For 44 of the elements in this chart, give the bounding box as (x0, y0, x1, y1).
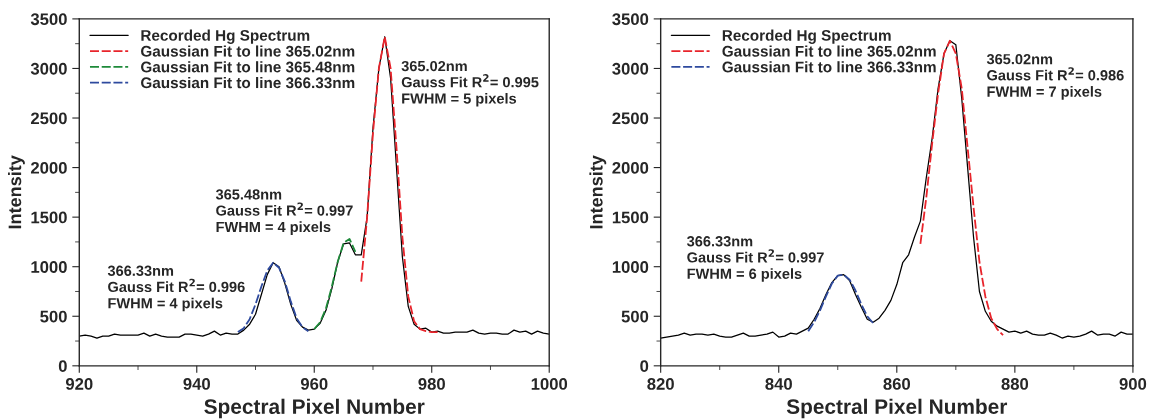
x-tick-label: 1000 (531, 378, 568, 390)
line-series (313, 238, 357, 331)
x-axis-title: Spectral Pixel Number (786, 398, 1008, 419)
y-tick-label: 0 (640, 360, 649, 373)
legend-label: Recorded Hg Spectrum (141, 29, 310, 44)
y-tick-label: 0 (58, 360, 67, 373)
x-tick-label: 860 (883, 378, 911, 390)
y-tick-label: 3000 (612, 62, 649, 75)
y-tick-label: 1000 (31, 261, 67, 273)
x-tick-label: 840 (765, 378, 792, 390)
y-tick-label: 500 (40, 310, 67, 323)
legend-label: Gaussian Fit to line 366.33nm (141, 76, 355, 89)
y-tick-label: 1000 (612, 261, 649, 273)
y-axis-title: Intensity (8, 155, 25, 229)
x-tick-label: 980 (418, 378, 445, 390)
y-tick-label: 3500 (612, 13, 649, 26)
x-tick-label: 820 (647, 378, 674, 390)
x-tick-label: 920 (65, 378, 93, 390)
y-tick-label: 3000 (30, 62, 67, 75)
annotation: 365.02nm Gauss Fit R$^{2}$= 0.986 FWHM = 7 pixels (986, 53, 1124, 100)
y-tick-label: 2000 (30, 161, 67, 174)
legend-label: Gaussian Fit to line 366.33nm (722, 61, 936, 73)
x-tick-label: 960 (300, 378, 328, 390)
legend-label: Gaussian Fit to line 365.02nm (141, 45, 355, 57)
line-series (807, 273, 875, 333)
legend-label: Gaussian Fit to line 365.48nm (141, 61, 355, 73)
x-tick-label: 900 (1119, 378, 1147, 390)
y-tick-label: 1500 (612, 211, 649, 224)
annotation: 366.33nm Gauss Fit R$^{2}$= 0.996 FWHM = 4 pixels (107, 265, 245, 312)
y-axis-title: Intensity (589, 155, 607, 229)
y-tick-label: 3500 (30, 13, 67, 26)
y-tick-label: 2500 (612, 112, 649, 125)
y-tick-label: 1500 (31, 211, 67, 224)
y-tick-label: 2000 (612, 161, 649, 174)
x-tick-label: 880 (1001, 378, 1029, 390)
annotation: 365.48nm Gauss Fit R$^{2}$= 0.997 FWHM = 4 pixels (215, 189, 353, 235)
y-tick-label: 500 (621, 310, 649, 323)
x-axis-title: Spectral Pixel Number (204, 398, 425, 419)
annotation: 365.02nm Gauss Fit R$^{2}$= 0.995 FWHM = 5 pixels (401, 60, 539, 107)
x-tick-label: 940 (183, 378, 210, 390)
legend-label: Recorded Hg Spectrum (722, 29, 891, 44)
annotation: 366.33nm Gauss Fit R$^{2}$= 0.997 FWHM = 6 pixels (686, 236, 824, 282)
legend-label: Gaussian Fit to line 365.02nm (722, 45, 936, 57)
y-tick-label: 2500 (30, 112, 67, 125)
